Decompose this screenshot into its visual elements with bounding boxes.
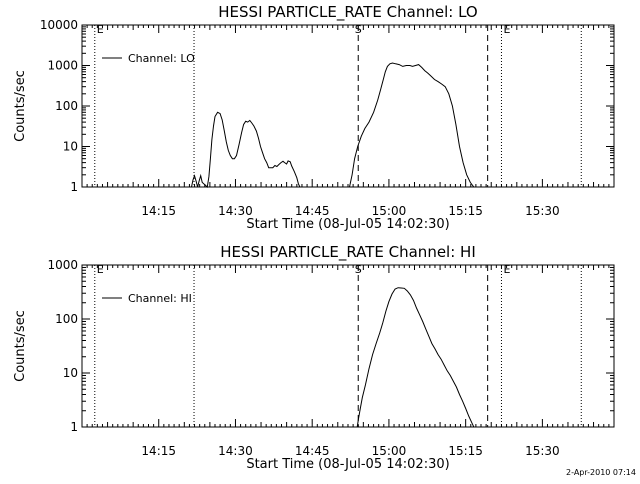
y-tick-label: 10 <box>63 140 78 154</box>
x-tick-label: 15:15 <box>448 444 483 458</box>
y-tick-label: 1 <box>70 180 78 194</box>
y-tick-label: 1000 <box>47 258 78 272</box>
y-tick-label: 10000 <box>40 18 78 32</box>
x-tick-label: 14:15 <box>141 204 176 218</box>
legend-label: Channel: HI <box>128 292 192 305</box>
x-tick-label: 14:30 <box>218 204 253 218</box>
x-tick-label: 15:30 <box>525 444 560 458</box>
hi-channel-panel: HESSI PARTICLE_RATE Channel: HI 14:15 14:3… <box>13 243 615 472</box>
y-tick-label: 100 <box>55 312 78 326</box>
y-axis-label: Counts/sec <box>13 310 28 382</box>
x-tick-label: 14:30 <box>218 444 253 458</box>
x-tick-label: 15:15 <box>448 204 483 218</box>
marker-label: S <box>355 23 362 36</box>
plot-frame <box>81 24 615 188</box>
series-line <box>349 62 480 188</box>
plot-frame <box>81 264 615 428</box>
y-tick-label: 1000 <box>47 59 78 73</box>
chart-title: HESSI PARTICLE_RATE Channel: HI <box>220 243 476 262</box>
y-tick-label: 10 <box>63 366 78 380</box>
x-tick-label: 14:15 <box>141 444 176 458</box>
y-axis-label: Counts/sec <box>13 70 28 142</box>
plot-timestamp: 2-Apr-2010 07:14 <box>566 468 636 477</box>
y-tick-label: 1 <box>70 420 78 434</box>
marker-label: E <box>97 263 104 276</box>
y-tick-label: 100 <box>55 99 78 113</box>
chart-title: HESSI PARTICLE_RATE Channel: LO <box>218 3 477 22</box>
x-tick-label: 14:45 <box>295 444 330 458</box>
x-axis-label: Start Time (08-Jul-05 14:02:30) <box>246 217 449 232</box>
marker-label: E <box>97 23 104 36</box>
legend-label: Channel: LO <box>128 52 195 65</box>
marker-label: E <box>503 263 510 276</box>
series-line <box>191 111 302 188</box>
x-tick-label: 15:00 <box>372 444 407 458</box>
marker-label: E <box>503 23 510 36</box>
series-line <box>356 287 475 428</box>
marker-label: S <box>355 263 362 276</box>
x-axis-label: Start Time (08-Jul-05 14:02:30) <box>246 457 449 472</box>
x-tick-label: 14:45 <box>295 204 330 218</box>
x-tick-label: 15:30 <box>525 204 560 218</box>
lo-channel-panel: HESSI PARTICLE_RATE Channel: LO 14:15 14:3… <box>13 3 615 232</box>
x-tick-label: 15:00 <box>372 204 407 218</box>
